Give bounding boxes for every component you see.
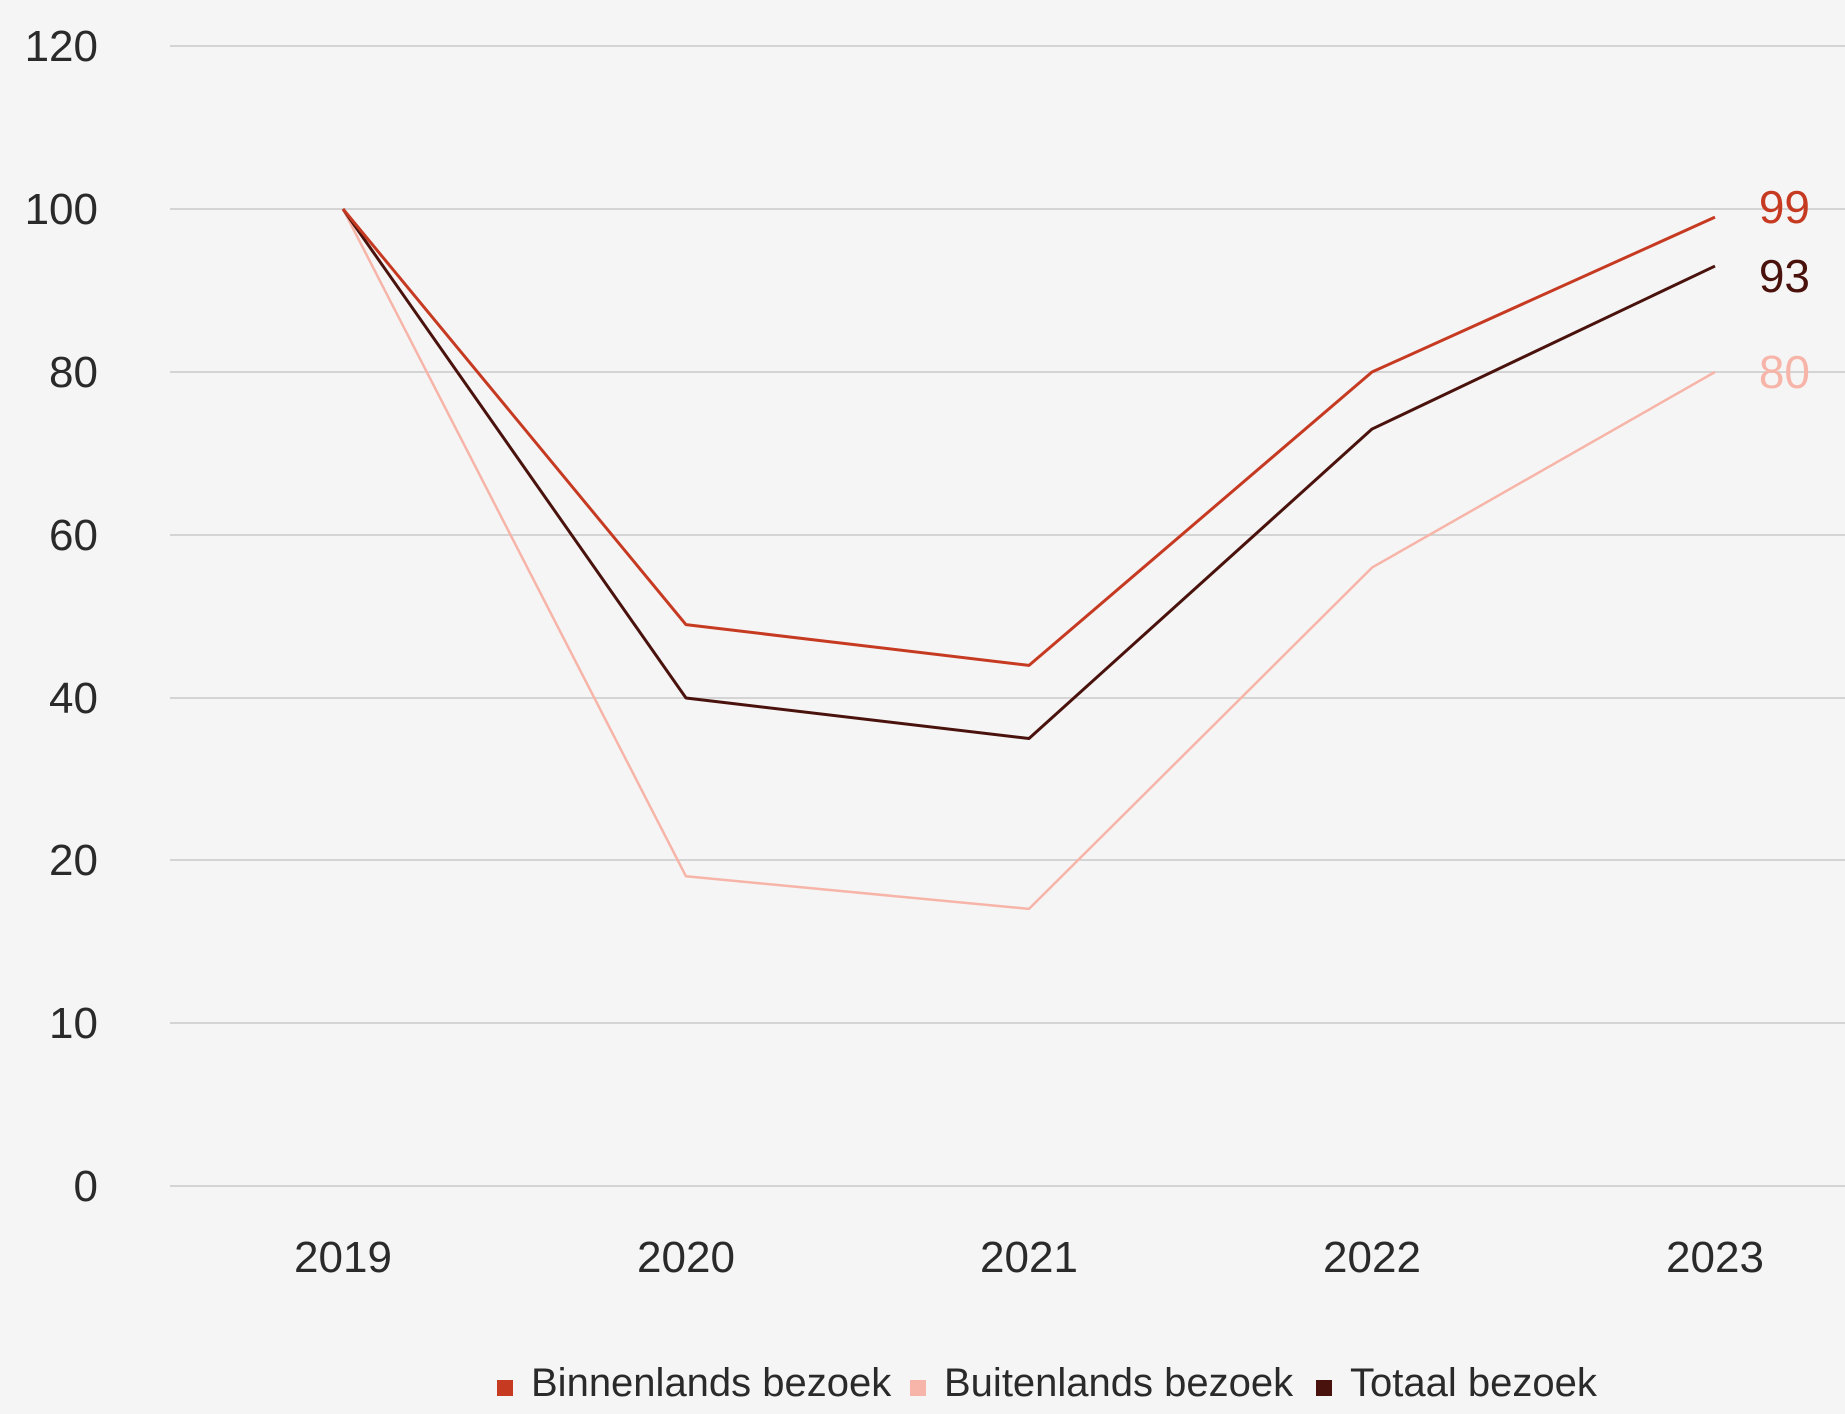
series-line-totaal-bezoek xyxy=(341,208,1716,740)
legend-swatch xyxy=(497,1380,513,1396)
y-tick-label: 20 xyxy=(49,836,98,885)
legend-label: Binnenlands bezoek xyxy=(531,1361,892,1405)
y-tick-label: 10 xyxy=(49,999,98,1048)
x-tick-label: 2023 xyxy=(1666,1233,1764,1282)
series-line-buitenlands-bezoek xyxy=(341,208,1716,911)
x-tick-label: 2021 xyxy=(980,1233,1078,1282)
x-tick-label: 2020 xyxy=(637,1233,735,1282)
x-tick-label: 2022 xyxy=(1323,1233,1421,1282)
series-lines xyxy=(341,208,1716,911)
y-tick-label: 120 xyxy=(25,22,98,71)
y-tick-label: 100 xyxy=(25,185,98,234)
end-labels: 99 80 93 xyxy=(1759,181,1810,398)
end-label: 93 xyxy=(1759,250,1810,302)
y-tick-label: 40 xyxy=(49,674,98,723)
legend-swatch xyxy=(1316,1380,1332,1396)
x-tick-label: 2019 xyxy=(294,1233,392,1282)
end-label: 80 xyxy=(1759,346,1810,398)
x-axis: 2019 2020 2021 2022 2023 xyxy=(294,1233,1764,1282)
legend-label: Totaal bezoek xyxy=(1350,1361,1598,1405)
end-label: 99 xyxy=(1759,181,1810,233)
legend: Binnenlands bezoek Buitenlands bezoek Tota… xyxy=(497,1361,1598,1405)
legend-swatch xyxy=(910,1380,926,1396)
y-tick-label: 80 xyxy=(49,348,98,397)
y-axis: 0 10 20 40 60 80 100 120 xyxy=(25,22,98,1211)
legend-label: Buitenlands bezoek xyxy=(944,1361,1294,1405)
y-tick-label: 60 xyxy=(49,511,98,560)
gridlines xyxy=(170,45,1845,1187)
series-line-binnenlands-bezoek xyxy=(341,208,1716,667)
y-tick-label: 0 xyxy=(74,1162,98,1211)
